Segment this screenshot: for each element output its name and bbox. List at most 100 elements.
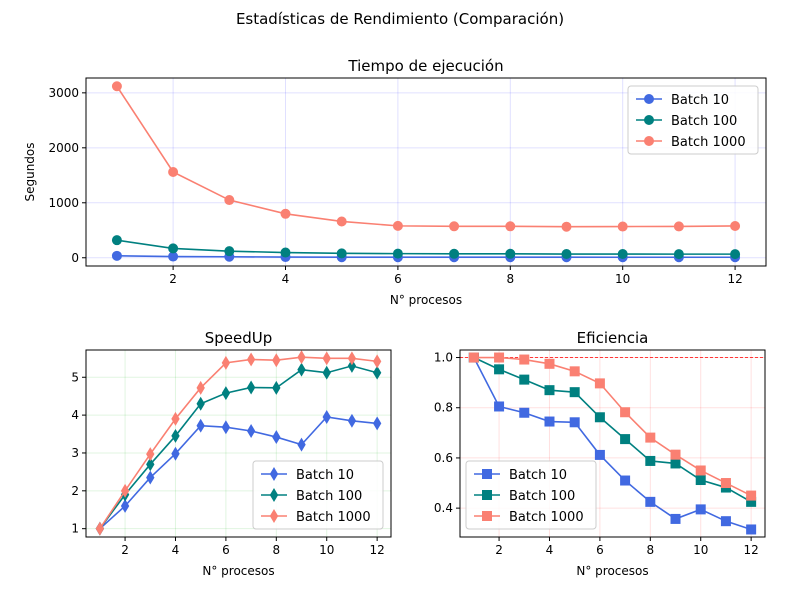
data-point <box>594 378 605 389</box>
data-point <box>224 195 235 206</box>
legend-swatch-marker <box>269 467 279 481</box>
x-tick-label: 4 <box>172 543 180 557</box>
data-point <box>645 496 656 507</box>
y-tick-label: 0 <box>71 251 79 265</box>
data-point <box>146 457 155 472</box>
data-point <box>224 246 235 257</box>
legend: Batch 10 Batch 100 Batch 1000 <box>627 85 759 155</box>
series-line <box>116 239 736 255</box>
data-point <box>505 221 516 232</box>
x-tick-label: 4 <box>546 543 554 557</box>
legend-swatch-marker <box>269 488 279 502</box>
data-point <box>468 352 479 363</box>
x-tick-label: 2 <box>169 272 177 286</box>
data-point <box>494 364 505 375</box>
data-point <box>620 434 631 445</box>
data-point <box>297 437 306 452</box>
data-point <box>544 416 555 427</box>
legend-entry: Batch 10 <box>261 467 354 483</box>
data-point <box>297 362 306 377</box>
data-point <box>196 396 205 411</box>
data-point <box>670 449 681 460</box>
x-tick-label: 8 <box>272 543 280 557</box>
data-point <box>168 167 179 177</box>
data-point <box>111 250 122 261</box>
data-point <box>171 428 180 443</box>
data-point <box>494 401 505 412</box>
data-point <box>120 498 130 513</box>
legend-label: Batch 100 <box>296 489 362 504</box>
data-point <box>544 385 555 396</box>
data-point <box>111 235 122 246</box>
data-point <box>280 208 291 219</box>
data-point <box>322 410 331 424</box>
x-tick-label: 6 <box>394 272 402 286</box>
data-point <box>221 420 231 435</box>
data-point <box>336 248 347 259</box>
data-point <box>617 221 628 232</box>
x-tick-label: 2 <box>121 543 129 557</box>
x-tick-label: 2 <box>495 543 503 557</box>
data-point <box>494 352 505 363</box>
data-point <box>695 504 706 515</box>
legend-label: Batch 1000 <box>509 510 584 525</box>
data-point <box>272 430 281 445</box>
data-point <box>645 455 656 466</box>
data-point <box>372 416 382 431</box>
x-tick-label: 8 <box>506 272 514 286</box>
data-point <box>322 365 331 380</box>
data-point <box>569 417 580 428</box>
x-axis-label: N° procesos <box>576 564 648 578</box>
legend-swatch-marker <box>644 136 654 146</box>
data-point <box>695 475 706 486</box>
series-line <box>99 416 378 530</box>
data-point <box>171 411 180 426</box>
legend-swatch-marker <box>482 469 492 479</box>
data-point <box>246 424 256 438</box>
series-3 <box>468 352 757 501</box>
data-point <box>146 470 155 485</box>
y-tick-label: 3 <box>71 446 79 460</box>
legend-entry: Batch 10 <box>636 93 729 108</box>
data-point <box>221 386 231 401</box>
data-point <box>246 380 256 395</box>
data-point <box>730 249 741 260</box>
y-tick-label: 0.4 <box>434 501 453 515</box>
data-point <box>372 354 382 369</box>
data-point <box>720 516 731 527</box>
x-tick-label: 10 <box>615 272 630 286</box>
x-tick-label: 10 <box>693 543 708 557</box>
data-point <box>196 380 205 395</box>
data-point <box>171 446 180 461</box>
legend-swatch-marker <box>269 509 279 523</box>
data-point <box>347 413 357 428</box>
data-point <box>280 247 291 258</box>
y-tick-label: 1.0 <box>434 351 453 365</box>
data-point <box>561 249 572 260</box>
y-tick-label: 1 <box>71 522 79 536</box>
legend-entry: Batch 10 <box>474 468 567 483</box>
data-point <box>120 483 130 498</box>
series-3 <box>111 81 741 232</box>
data-point <box>617 249 628 260</box>
legend-box <box>465 460 597 530</box>
legend-label: Batch 1000 <box>671 135 746 150</box>
y-tick-label: 1000 <box>48 196 79 210</box>
chart-title: SpeedUp <box>205 329 273 347</box>
data-point <box>673 249 684 260</box>
data-point <box>336 216 347 227</box>
y-tick-label: 3000 <box>48 86 79 100</box>
data-point <box>372 365 382 380</box>
legend-label: Batch 100 <box>671 114 737 129</box>
data-point <box>519 354 530 365</box>
x-axis-label: N° procesos <box>202 564 274 578</box>
legend-entry: Batch 1000 <box>261 509 371 525</box>
chart-efficiency: 2 4 6 8 10 12 0.4 0.6 0.8 1.0 Eficiencia N° proceso… <box>434 329 766 578</box>
legend: Batch 10 Batch 100 Batch 1000 <box>252 460 384 530</box>
legend-label: Batch 10 <box>296 468 354 483</box>
data-point <box>670 513 681 524</box>
data-point <box>297 350 306 365</box>
data-point <box>392 248 403 259</box>
data-point <box>673 221 684 232</box>
